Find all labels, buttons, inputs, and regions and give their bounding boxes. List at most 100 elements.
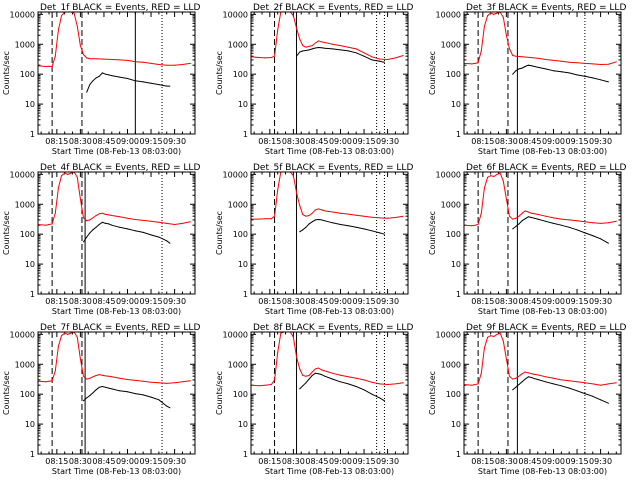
events-data-point (150, 234, 152, 236)
lld-data-point (394, 57, 396, 59)
y-tick-label: 1000 (15, 40, 35, 49)
lld-data-point (103, 58, 105, 60)
lld-data-point (264, 57, 266, 59)
events-data-point (86, 236, 88, 238)
events-data-point (105, 386, 106, 388)
x-axis-label: Start Time (08-Feb-13 08:03:00) (478, 147, 607, 156)
lld-data-point (600, 64, 602, 65)
lld-data-point (387, 59, 389, 60)
chart-title: Det_4f BLACK = Events, RED = LLD (40, 163, 200, 173)
lld-data-point (181, 64, 183, 65)
lld-data-point (592, 63, 594, 65)
lld-data-point (127, 59, 128, 61)
events-data-point (158, 399, 160, 401)
events-data-point (607, 402, 609, 404)
events-data-point (134, 80, 136, 82)
x-tick-label: 08:15 (258, 137, 281, 146)
chart-panel-1: Det_1f BLACK = Events, RED = LLD Counts/s… (2, 3, 200, 156)
events-data-point (515, 226, 517, 227)
lld-data-point (560, 60, 562, 62)
x-tick-label: 09:30 (376, 457, 399, 466)
y-axis-label: Counts/sec (2, 371, 11, 415)
lld-data-point (568, 219, 570, 221)
events-data-point (355, 226, 357, 228)
events-data-point (383, 61, 385, 63)
lld-data-point (600, 222, 602, 224)
events-data-point (531, 65, 532, 67)
chart-title: Det_2f BLACK = Events, RED = LLD (253, 3, 413, 13)
y-tick-label: 1 (456, 130, 461, 139)
chart-title: Det_1f BLACK = Events, RED = LLD (40, 3, 200, 13)
x-axis-label: Start Time (08-Feb-13 08:03:00) (478, 307, 607, 316)
events-data-point (324, 220, 326, 222)
lld-data-point (477, 383, 479, 385)
lld-data-point (280, 332, 282, 334)
lld-data-point (483, 25, 485, 27)
chart-panel-4: Det_4f BLACK = Events, RED = LLD Counts/s… (2, 163, 200, 316)
chart-title: Det_6f BLACK = Events, RED = LLD (466, 163, 626, 173)
events-data-point (98, 75, 100, 77)
events-data-point (111, 224, 113, 226)
lld-data-point (490, 12, 492, 14)
lld-data-point (101, 212, 103, 214)
lld-data-point (150, 381, 152, 383)
plot-frame (250, 171, 409, 295)
x-tick-label: 08:45 (518, 137, 541, 146)
events-data-point (515, 386, 517, 388)
events-data-point (512, 73, 514, 75)
lld-data-point (264, 384, 266, 386)
lld-data-point (277, 29, 279, 31)
lld-data-point (505, 198, 507, 200)
events-data-point (83, 400, 84, 402)
lld-data-point (95, 58, 97, 60)
chart-title: Det_7f BLACK = Events, RED = LLD (40, 323, 200, 333)
lld-data-point (527, 372, 529, 374)
lld-data-point (111, 376, 113, 378)
lld-data-point (568, 380, 570, 382)
y-tick-label: 100 (233, 70, 248, 79)
lld-data-point (51, 380, 53, 382)
lld-data-point (158, 382, 160, 384)
lld-data-point (512, 55, 514, 56)
events-data-point (515, 70, 517, 72)
x-tick-label: 08:30 (69, 137, 92, 146)
chart-title: Det_3f BLACK = Events, RED = LLD (466, 3, 626, 13)
lld-data-point (79, 358, 81, 360)
lld-data-point (347, 46, 349, 48)
events-data-point (314, 47, 316, 49)
events-data-point (553, 383, 554, 385)
x-tick-label: 09:00 (542, 297, 565, 306)
lld-data-point (537, 213, 539, 215)
lld-data-point (92, 217, 94, 219)
events-data-point (150, 396, 152, 398)
lld-data-point (471, 63, 473, 65)
lld-data-point (57, 29, 59, 31)
lld-data-point (258, 385, 260, 387)
lld-data-point (111, 59, 113, 60)
events-data-point (101, 221, 103, 223)
x-tick-label: 09:00 (116, 137, 139, 146)
y-axis-label: Counts/sec (2, 211, 11, 255)
lld-data-point (318, 367, 319, 369)
events-data-point (545, 68, 547, 70)
events-data-point (321, 219, 323, 221)
x-tick-label: 09:30 (589, 297, 612, 306)
events-data-point (524, 218, 526, 220)
lld-data-point (274, 379, 276, 381)
events-data-point (89, 232, 91, 234)
lld-data-point (105, 213, 106, 215)
events-data-point (560, 71, 562, 73)
lld-data-point (560, 379, 562, 381)
lld-data-point (607, 63, 609, 65)
lld-data-point (515, 217, 517, 219)
events-data-point (119, 390, 121, 392)
lld-data-point (308, 375, 310, 376)
plot-frame (37, 331, 196, 455)
lld-data-point (181, 222, 183, 224)
lld-data-point (67, 333, 69, 335)
events-data-point (169, 85, 171, 87)
lld-data-point (515, 377, 517, 379)
lld-data-point (576, 220, 578, 222)
lld-data-point (150, 62, 152, 64)
x-tick-label: 09:00 (542, 137, 565, 146)
